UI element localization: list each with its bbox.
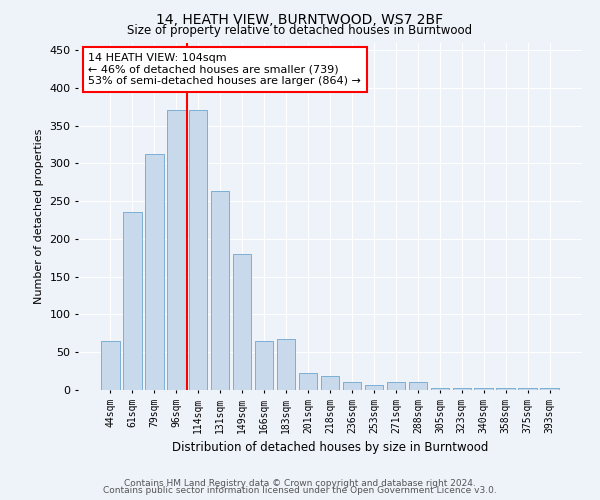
Bar	[299, 374, 317, 390]
Text: 14, HEATH VIEW, BURNTWOOD, WS7 2BF: 14, HEATH VIEW, BURNTWOOD, WS7 2BF	[157, 12, 443, 26]
Bar	[496, 388, 515, 390]
Bar	[541, 388, 559, 390]
Bar	[255, 341, 274, 390]
Bar	[386, 382, 405, 390]
Bar	[320, 376, 340, 390]
Bar	[211, 192, 229, 390]
Bar	[452, 388, 471, 390]
Bar	[233, 254, 251, 390]
Text: Contains public sector information licensed under the Open Government Licence v3: Contains public sector information licen…	[103, 486, 497, 495]
Bar	[431, 388, 449, 390]
Bar	[277, 338, 295, 390]
Bar	[343, 382, 361, 390]
Bar	[365, 384, 383, 390]
Bar	[123, 212, 142, 390]
Bar	[475, 388, 493, 390]
Bar	[409, 382, 427, 390]
X-axis label: Distribution of detached houses by size in Burntwood: Distribution of detached houses by size …	[172, 441, 488, 454]
Text: Contains HM Land Registry data © Crown copyright and database right 2024.: Contains HM Land Registry data © Crown c…	[124, 478, 476, 488]
Text: 14 HEATH VIEW: 104sqm
← 46% of detached houses are smaller (739)
53% of semi-det: 14 HEATH VIEW: 104sqm ← 46% of detached …	[88, 53, 361, 86]
Bar	[145, 154, 164, 390]
Bar	[189, 110, 208, 390]
Bar	[167, 110, 185, 390]
Y-axis label: Number of detached properties: Number of detached properties	[34, 128, 44, 304]
Text: Size of property relative to detached houses in Burntwood: Size of property relative to detached ho…	[127, 24, 473, 37]
Bar	[518, 388, 537, 390]
Bar	[101, 341, 119, 390]
